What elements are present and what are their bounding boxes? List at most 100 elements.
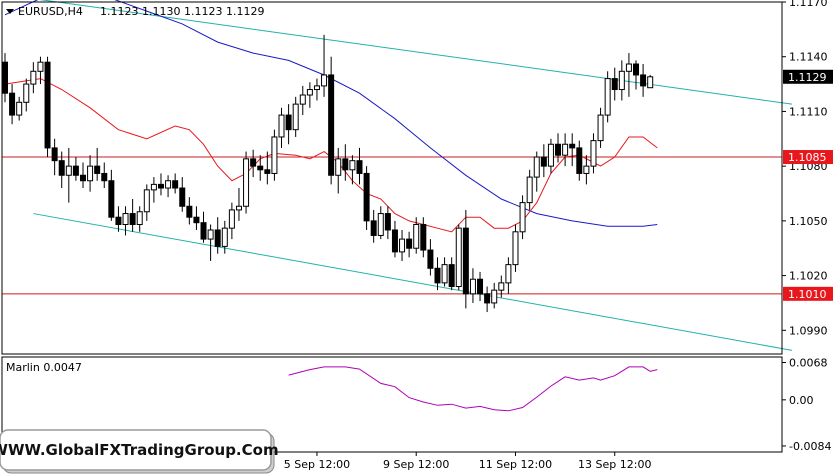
candle bbox=[555, 133, 562, 163]
candle bbox=[597, 107, 604, 148]
candle bbox=[228, 202, 235, 240]
candle bbox=[477, 271, 484, 302]
candle bbox=[434, 257, 441, 291]
candle bbox=[214, 217, 221, 254]
candle bbox=[243, 151, 250, 214]
candle bbox=[427, 239, 434, 276]
channel-upper-line bbox=[39, 0, 793, 105]
candle-body bbox=[413, 224, 420, 249]
candle bbox=[576, 140, 583, 181]
candle bbox=[625, 53, 632, 97]
candle-body bbox=[87, 165, 94, 182]
candle bbox=[257, 155, 264, 181]
watermark-logo: WWW.GlobalFXTradingGroup.Com bbox=[0, 429, 279, 474]
candle-body bbox=[65, 165, 72, 176]
candle bbox=[448, 257, 455, 291]
candle-body bbox=[370, 220, 377, 236]
candle bbox=[604, 71, 611, 123]
candle bbox=[399, 229, 406, 261]
symbol-label: EURUSD,H4 bbox=[18, 5, 83, 18]
candle-body bbox=[399, 238, 406, 253]
candle bbox=[143, 184, 150, 221]
time-axis: 5 Sep 12:00 9 Sep 12:00 11 Sep 12:00 13 Sep… bbox=[284, 452, 651, 471]
candle-body bbox=[434, 267, 441, 284]
price-tick-label: 1.1140 bbox=[789, 51, 828, 64]
current-price-label: 1.1129 bbox=[788, 71, 827, 84]
candle bbox=[335, 147, 342, 194]
candle-body bbox=[250, 158, 257, 167]
candlesticks bbox=[2, 34, 654, 313]
candle-body bbox=[150, 183, 157, 191]
candle bbox=[94, 147, 101, 181]
candle bbox=[150, 177, 157, 203]
candle bbox=[23, 78, 30, 112]
candle-body bbox=[157, 183, 164, 189]
time-tick-label: 5 Sep 12:00 bbox=[284, 458, 350, 471]
candle-body bbox=[44, 61, 51, 149]
candle-body bbox=[179, 187, 186, 207]
candle bbox=[611, 67, 618, 101]
candle-body bbox=[122, 213, 129, 226]
dropdown-triangle-icon[interactable] bbox=[6, 9, 14, 14]
candle-body bbox=[640, 74, 647, 87]
candle bbox=[420, 217, 427, 258]
candle bbox=[328, 56, 335, 185]
candle bbox=[640, 64, 647, 97]
candle-body bbox=[547, 143, 554, 167]
candle bbox=[200, 211, 207, 243]
candle-body bbox=[264, 169, 271, 174]
candle-body bbox=[647, 76, 654, 89]
oscillator-line bbox=[288, 366, 658, 412]
candle-body bbox=[491, 289, 498, 304]
level-lines bbox=[2, 156, 782, 295]
price-tick-label: 1.1170 bbox=[789, 0, 828, 9]
ohlc-label: 1.1123 1.1130 1.1123 1.1129 bbox=[100, 5, 264, 18]
candle-body bbox=[391, 229, 398, 253]
candle-body bbox=[455, 227, 462, 288]
candle-body bbox=[186, 205, 193, 218]
candle bbox=[51, 138, 58, 176]
candle-body bbox=[37, 61, 44, 72]
candle bbox=[299, 85, 306, 116]
candle bbox=[469, 268, 476, 303]
candle bbox=[186, 197, 193, 225]
candle-body bbox=[406, 238, 413, 249]
candle-body bbox=[58, 160, 65, 176]
candle bbox=[313, 78, 320, 101]
candle-body bbox=[519, 202, 526, 233]
candle bbox=[526, 169, 533, 210]
price-tick-label: 1.1110 bbox=[789, 105, 828, 118]
candle-body bbox=[94, 165, 101, 174]
candle bbox=[349, 155, 356, 185]
candle bbox=[519, 195, 526, 240]
candle bbox=[58, 151, 65, 189]
candle bbox=[462, 209, 469, 309]
candle bbox=[250, 149, 257, 178]
candle bbox=[16, 96, 23, 121]
current-price-tag bbox=[783, 69, 833, 84]
candle bbox=[37, 56, 44, 85]
candle bbox=[101, 162, 108, 189]
candle bbox=[370, 209, 377, 243]
candle bbox=[647, 74, 654, 89]
candle bbox=[264, 151, 271, 185]
indicator-label: Marlin 0.0047 bbox=[6, 361, 82, 374]
candle-body bbox=[143, 189, 150, 213]
watermark-text: WWW.GlobalFXTradingGroup.Com bbox=[0, 441, 279, 459]
candle bbox=[441, 257, 448, 287]
candle bbox=[455, 224, 462, 291]
candle bbox=[583, 155, 590, 185]
candle bbox=[44, 56, 51, 158]
candle-body bbox=[2, 61, 8, 94]
price-tick-label: 1.0990 bbox=[789, 324, 828, 337]
candle bbox=[562, 133, 569, 167]
moving-averages bbox=[4, 0, 658, 233]
candle bbox=[633, 60, 640, 90]
candle-body bbox=[484, 293, 491, 304]
candle-body bbox=[420, 224, 427, 251]
candle-body bbox=[555, 143, 562, 156]
candle-body bbox=[597, 114, 604, 142]
candle-body bbox=[469, 278, 476, 295]
candle-body bbox=[165, 180, 172, 189]
candle-body bbox=[377, 213, 384, 236]
